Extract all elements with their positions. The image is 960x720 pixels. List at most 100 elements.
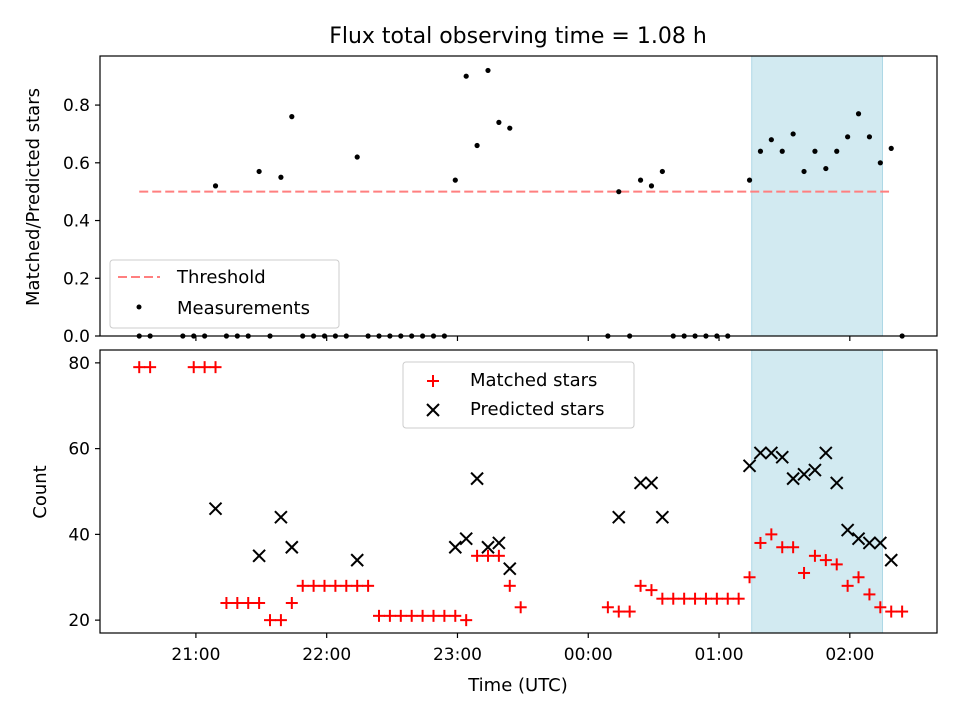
- bottom-legend-box: [402, 361, 635, 429]
- matched-star-point: [449, 609, 462, 622]
- bottom-y-tick-label: 80: [68, 354, 90, 374]
- matched-star-point: [667, 592, 680, 605]
- bottom-legend: Matched stars Predicted stars: [402, 361, 635, 429]
- predicted-star-point: [448, 540, 462, 554]
- matched-star-point: [187, 361, 200, 374]
- predicted-star-point: [840, 523, 855, 537]
- matched-star-point: [656, 592, 669, 605]
- measurements-legend-label: Measurements: [177, 298, 310, 319]
- matched-star-point: [340, 579, 353, 592]
- matched-star-point: [710, 592, 723, 605]
- matched-star-point: [264, 614, 277, 627]
- predicted-star-point: [481, 540, 495, 554]
- measurement-point: [866, 134, 873, 140]
- top-axes: 0.0 0.2 0.4 0.6 0.8: [63, 96, 851, 347]
- matched-star-point: [318, 579, 331, 592]
- top-plot-frame: [99, 55, 938, 337]
- matched-star-point: [133, 361, 146, 374]
- matched-star-point: [394, 609, 407, 622]
- matched-star-point: [645, 584, 658, 597]
- predicted-star-point: [862, 536, 877, 550]
- measurement-point: [616, 189, 622, 195]
- measurement-point: [834, 148, 840, 154]
- matched-star-point: [896, 605, 909, 618]
- bottom-shaded-region: [751, 349, 884, 634]
- top-panel: 0.00.20.40.60.8 Matched/Predicted stars …: [23, 55, 938, 347]
- matched-legend-label: Matched stars: [470, 370, 597, 391]
- measurement-point: [278, 174, 284, 180]
- matched-star-point: [699, 592, 712, 605]
- matched-star-point: [144, 361, 157, 374]
- matched-star-point: [841, 579, 854, 592]
- matched-star-point: [220, 596, 233, 609]
- matched-star-point: [678, 592, 691, 605]
- count-points: [133, 361, 909, 627]
- predicted-star-point: [873, 536, 888, 550]
- measurement-point: [648, 183, 655, 189]
- matched-star-point: [198, 361, 211, 374]
- matched-star-point: [721, 592, 734, 605]
- predicted-star-point: [633, 476, 648, 490]
- x-axis-label: Time (UTC): [467, 675, 568, 696]
- measurement-point: [256, 168, 262, 175]
- matched-star-point: [231, 596, 244, 609]
- measurement-point: [507, 125, 513, 131]
- matched-star-point: [612, 605, 625, 618]
- measurement-point: [757, 148, 764, 154]
- matched-legend-marker: [427, 375, 439, 387]
- matched-star-point: [307, 579, 320, 592]
- matched-star-point: [416, 609, 429, 622]
- matched-star-point: [765, 528, 778, 541]
- matched-star-point: [329, 579, 342, 592]
- matched-star-point: [852, 571, 865, 584]
- matched-star-point: [481, 549, 494, 562]
- predicted-legend-marker: [426, 403, 440, 417]
- x-tick-label: 01:00: [695, 645, 744, 665]
- predicted-star-point: [459, 531, 473, 546]
- predicted-star-point: [830, 476, 844, 490]
- predicted-legend-label: Predicted stars: [470, 399, 604, 420]
- predicted-star-point: [644, 476, 659, 490]
- top-legend: Threshold Measurements: [109, 259, 340, 329]
- predicted-star-point: [775, 450, 789, 464]
- measurement-point: [452, 177, 458, 183]
- predicted-star-point: [612, 510, 626, 524]
- predicted-star-point: [753, 446, 768, 460]
- matched-star-point: [253, 596, 266, 609]
- predicted-star-point: [503, 561, 517, 576]
- matched-star-point: [296, 579, 309, 592]
- top-y-tick-label: 0.6: [63, 154, 90, 174]
- measurement-point: [463, 73, 469, 79]
- matched-star-point: [427, 609, 440, 622]
- top-y-tick-label: 0.0: [63, 327, 90, 347]
- measurement-point: [801, 168, 807, 175]
- matched-star-point: [776, 541, 789, 554]
- matched-star-point: [285, 596, 298, 609]
- threshold-legend-label: Threshold: [176, 267, 266, 288]
- bottom-y-axis-label: Count: [30, 465, 51, 518]
- matched-star-point: [743, 571, 756, 584]
- top-y-axis-label: Matched/Predicted stars: [23, 88, 44, 306]
- measurements-legend-marker: [136, 304, 142, 310]
- predicted-star-point: [742, 459, 757, 473]
- predicted-star-point: [764, 446, 779, 460]
- measurement-point: [289, 114, 295, 120]
- matched-star-point: [689, 592, 702, 605]
- matched-star-point: [808, 549, 821, 562]
- matched-star-point: [471, 549, 484, 562]
- matched-star-point: [732, 592, 745, 605]
- matched-star-point: [274, 614, 287, 627]
- matched-star-point: [351, 579, 364, 592]
- matched-star-point: [460, 614, 473, 627]
- measurement-point: [790, 131, 796, 137]
- measurement-point: [637, 177, 644, 183]
- matched-star-point: [503, 579, 516, 592]
- matched-star-point: [438, 609, 451, 622]
- x-tick-label: 22:00: [302, 645, 351, 665]
- matched-star-point: [362, 579, 375, 592]
- x-tick-label: 21:00: [171, 645, 220, 665]
- bottom-axes: 20 40 60 80 21:00 22:00 23:00 00:00 01:00 02:00: [68, 354, 874, 665]
- matched-star-point: [754, 536, 767, 549]
- predicted-star-point: [851, 531, 866, 546]
- matched-star-point: [623, 605, 636, 618]
